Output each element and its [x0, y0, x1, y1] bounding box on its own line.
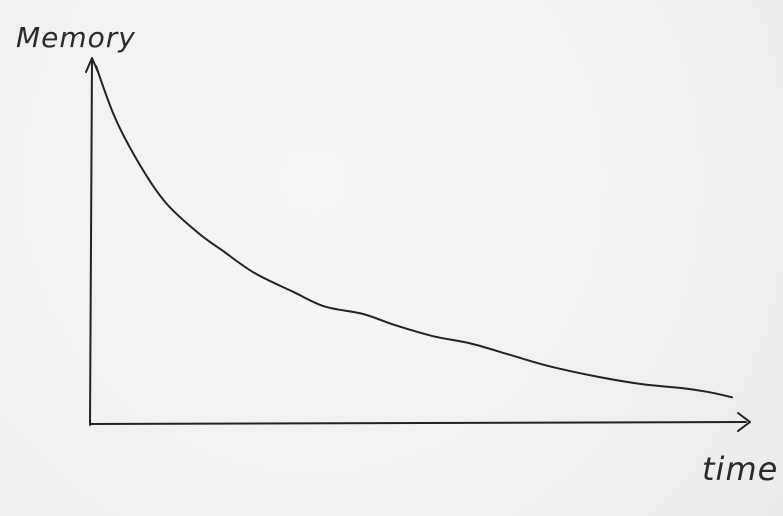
y-axis: [89, 59, 93, 426]
x-axis-arrowhead: [737, 412, 751, 432]
forgetting-curve: [95, 65, 733, 399]
y-axis-label: Memory: [16, 21, 136, 54]
x-axis-label: time: [702, 450, 778, 488]
x-axis: [89, 421, 747, 425]
